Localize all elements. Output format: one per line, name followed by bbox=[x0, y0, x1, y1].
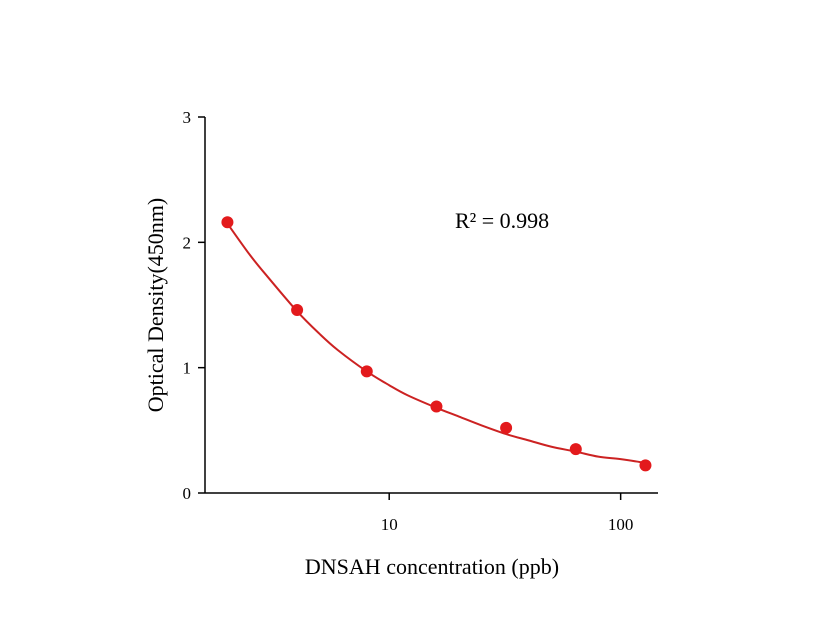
data-point bbox=[500, 421, 513, 434]
y-tick-label: 3 bbox=[183, 108, 192, 127]
y-axis-title: Optical Density(450nm) bbox=[143, 198, 168, 412]
plot-area: 0 1 2 3 10 100 bbox=[183, 108, 658, 534]
y-tick-label: 0 bbox=[183, 484, 192, 503]
x-axis-title: DNSAH concentration (ppb) bbox=[305, 554, 559, 579]
data-points bbox=[221, 216, 652, 472]
y-tick-label: 2 bbox=[183, 233, 192, 252]
data-point bbox=[569, 443, 582, 456]
x-tick-label: 100 bbox=[608, 515, 634, 534]
x-tick-label: 10 bbox=[381, 515, 398, 534]
data-point bbox=[291, 304, 304, 317]
data-point bbox=[430, 400, 443, 413]
data-point bbox=[221, 216, 234, 229]
fit-curve-line bbox=[226, 222, 646, 464]
y-tick-label: 1 bbox=[183, 359, 192, 378]
r-squared-annotation: R² = 0.998 bbox=[455, 208, 549, 233]
data-point bbox=[360, 365, 373, 378]
data-point bbox=[639, 459, 652, 472]
x-axis-ticks: 10 100 bbox=[381, 493, 634, 534]
y-axis-ticks: 0 1 2 3 bbox=[183, 108, 205, 503]
